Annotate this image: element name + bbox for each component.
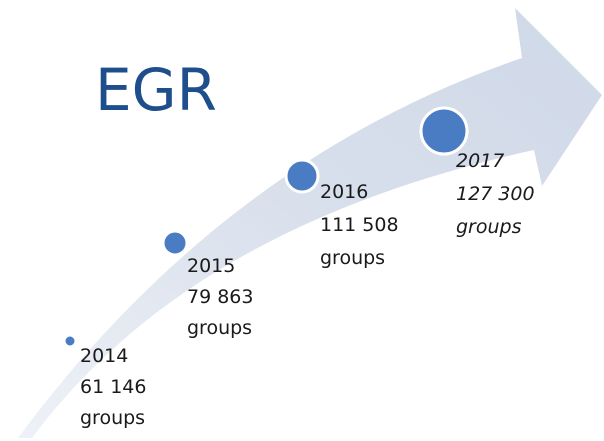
milestone-dot	[284, 158, 320, 194]
milestone-dot	[419, 106, 469, 156]
milestone-dot	[161, 229, 189, 257]
unit: groups	[80, 407, 145, 429]
milestone-2015: 2015 79 863 groups	[187, 255, 253, 339]
count: 61 146	[80, 376, 146, 398]
year: 2016	[320, 181, 368, 203]
count: 127 300	[456, 183, 535, 205]
unit: groups	[456, 216, 522, 238]
title: EGR	[95, 56, 217, 124]
milestone-2017: 2017 127 300 groups	[456, 150, 535, 238]
unit: groups	[187, 317, 252, 339]
milestone-2016: 2016 111 508 groups	[320, 181, 399, 269]
count: 79 863	[187, 286, 253, 308]
year: 2015	[187, 255, 235, 277]
milestone-dot	[62, 333, 78, 349]
year: 2014	[80, 345, 128, 367]
count: 111 508	[320, 214, 399, 236]
year: 2017	[456, 150, 504, 172]
milestone-2014: 2014 61 146 groups	[80, 345, 146, 429]
unit: groups	[320, 247, 385, 269]
